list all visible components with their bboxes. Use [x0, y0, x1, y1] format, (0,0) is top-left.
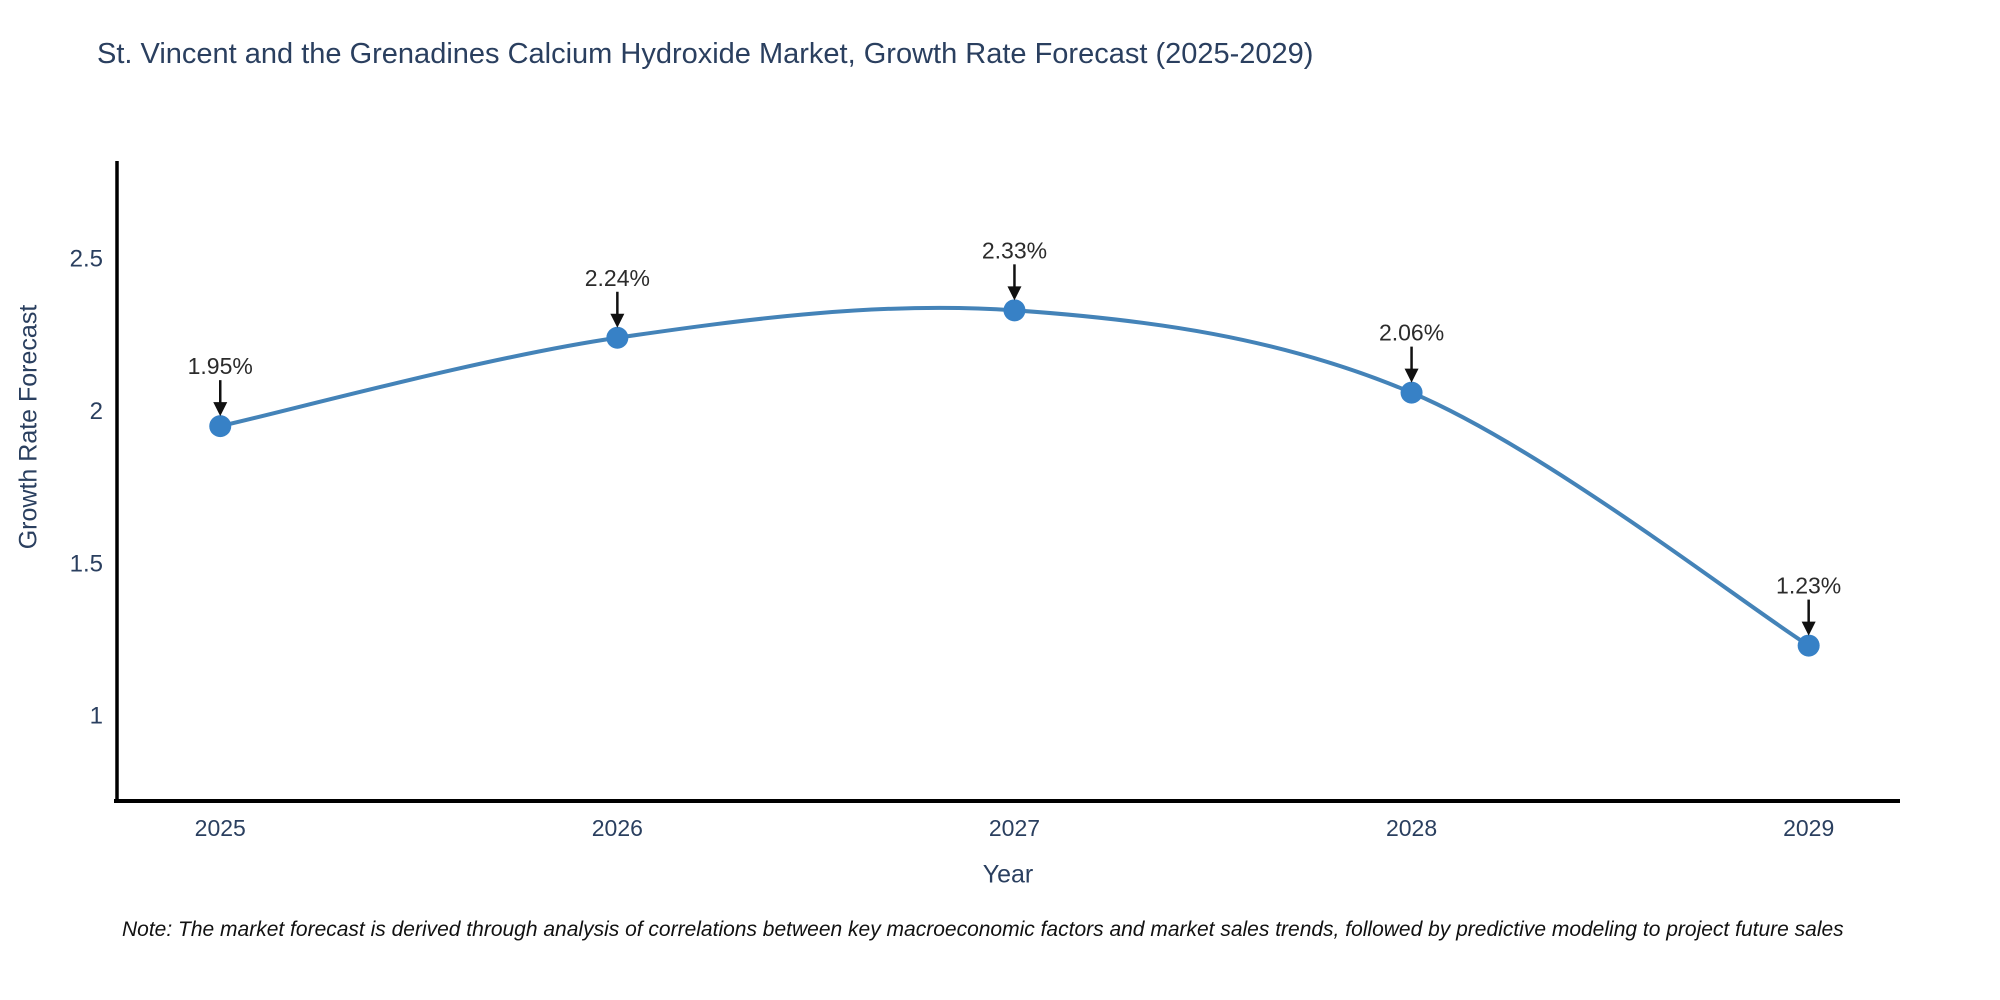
annotation-label: 2.24%	[585, 265, 650, 291]
x-tick-label: 2025	[195, 815, 246, 841]
data-point-2028	[1400, 381, 1423, 404]
trend-line	[218, 305, 1811, 648]
annotation-label: 2.33%	[982, 237, 1047, 263]
data-point-2029	[1797, 634, 1820, 657]
x-axis-title: Year	[982, 860, 1034, 889]
annotation-label: 1.23%	[1776, 573, 1841, 599]
x-tick-label: 2028	[1386, 815, 1437, 841]
data-point-2025	[209, 415, 232, 438]
annotation-label: 1.95%	[188, 353, 253, 379]
x-tick-label: 2027	[989, 815, 1040, 841]
data-point-2026	[606, 326, 629, 349]
annotation-arrow-head	[1007, 286, 1022, 301]
annotation-label: 2.06%	[1379, 320, 1444, 346]
annotation-arrow-head	[1404, 368, 1419, 383]
y-tick-label: 2	[90, 398, 103, 425]
data-point-2027	[1003, 299, 1026, 322]
annotation-arrow-head	[610, 313, 625, 328]
y-tick-label: 1	[90, 703, 103, 730]
chart-title: St. Vincent and the Grenadines Calcium H…	[97, 38, 1314, 70]
x-tick-label: 2029	[1783, 815, 1834, 841]
y-tick-label: 2.5	[70, 246, 103, 273]
x-tick-label: 2026	[592, 815, 643, 841]
annotation-arrow-head	[1801, 621, 1816, 636]
footnote: Note: The market forecast is derived thr…	[122, 918, 1844, 941]
y-tick-label: 1.5	[70, 550, 103, 577]
annotation-arrow-head	[213, 402, 228, 417]
